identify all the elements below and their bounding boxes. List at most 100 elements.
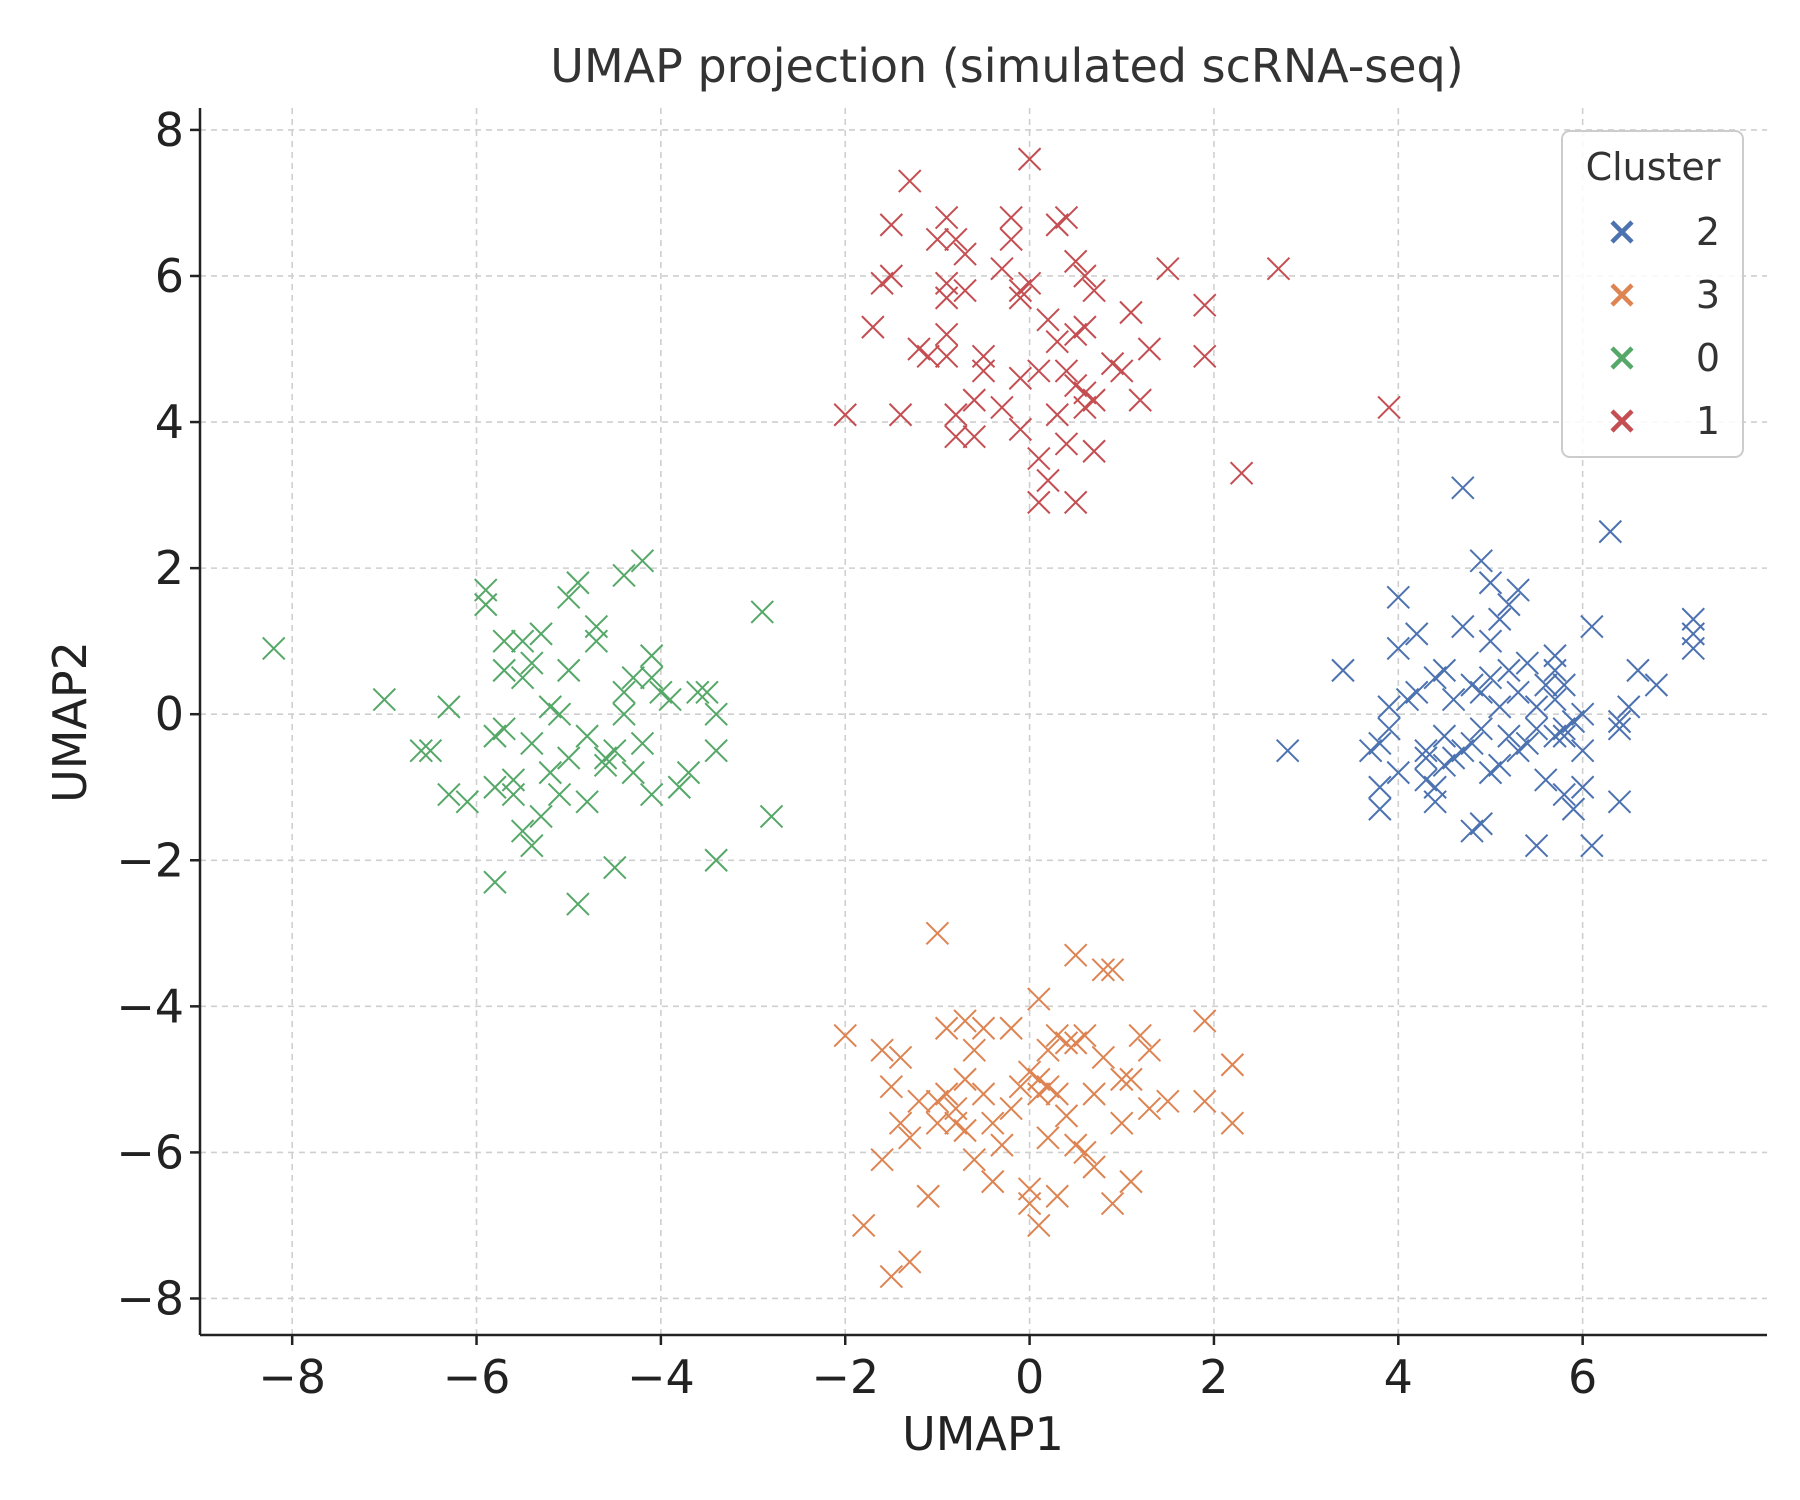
data-point	[1405, 680, 1429, 704]
data-point	[1110, 1067, 1134, 1092]
data-point	[418, 739, 443, 763]
data-point	[888, 403, 913, 427]
data-point	[1063, 1031, 1088, 1055]
data-point	[1008, 417, 1033, 442]
data-point	[1377, 695, 1401, 719]
data-point	[1423, 790, 1447, 814]
data-point	[520, 731, 544, 756]
x-tick-label: 0	[1015, 1350, 1044, 1404]
y-tick-label: 0	[155, 687, 184, 741]
data-point	[1460, 819, 1484, 843]
data-point	[981, 1169, 1005, 1194]
data-point	[1515, 651, 1540, 675]
data-point	[667, 775, 692, 799]
data-point	[1386, 760, 1410, 785]
data-point	[1156, 256, 1180, 281]
x-tick-label: 2	[1199, 1350, 1228, 1404]
data-point	[1119, 1067, 1143, 1092]
data-point	[1570, 775, 1595, 799]
data-point	[879, 264, 904, 288]
data-point	[1607, 790, 1632, 814]
data-point	[1073, 315, 1097, 339]
data-point	[1570, 739, 1595, 763]
data-point	[1607, 709, 1632, 734]
data-point	[1054, 359, 1079, 383]
data-point	[584, 614, 609, 639]
data-point	[695, 680, 719, 704]
data-point	[925, 1089, 950, 1113]
data-point	[1644, 673, 1669, 697]
data-point	[1082, 439, 1106, 463]
data-point	[612, 680, 636, 704]
data-point	[944, 1111, 968, 1135]
series-cluster-0	[262, 549, 784, 916]
legend-title: Cluster	[1586, 145, 1721, 189]
data-point	[944, 403, 968, 427]
data-point	[1469, 717, 1493, 741]
data-point	[1036, 308, 1060, 332]
data-point	[529, 622, 553, 646]
data-point	[1063, 1133, 1088, 1157]
data-point	[1534, 768, 1558, 792]
data-point	[483, 870, 507, 894]
data-point	[962, 1148, 986, 1172]
data-point	[1027, 359, 1051, 383]
data-point	[1607, 717, 1632, 741]
data-point	[1441, 746, 1466, 770]
x-tick-label: 4	[1384, 1350, 1413, 1404]
data-point	[898, 1250, 922, 1274]
data-point	[1331, 658, 1355, 683]
data-point	[1017, 1191, 1042, 1216]
x-tick-label: −6	[443, 1350, 511, 1404]
y-axis-title: UMAP2	[43, 641, 97, 803]
data-point	[1027, 446, 1051, 471]
data-point	[575, 724, 599, 748]
data-point	[510, 819, 535, 843]
data-point	[409, 739, 433, 763]
data-point	[1469, 812, 1493, 836]
data-point	[1073, 395, 1097, 420]
legend-marker-2	[1610, 220, 1634, 244]
data-point	[750, 600, 774, 624]
data-point	[934, 322, 959, 347]
data-point	[1617, 695, 1641, 719]
data-point	[1275, 739, 1300, 763]
data-point	[501, 768, 526, 792]
data-point	[1193, 344, 1217, 369]
data-point	[639, 665, 664, 690]
x-axis-title: UMAP1	[902, 1407, 1064, 1461]
data-point	[1478, 665, 1503, 690]
data-point	[879, 1074, 904, 1099]
data-point	[1027, 1213, 1051, 1238]
data-point	[630, 731, 655, 756]
data-point	[953, 278, 977, 303]
data-point	[547, 702, 572, 726]
data-point	[621, 665, 645, 690]
y-tick-label: −2	[116, 833, 184, 887]
data-point	[1681, 636, 1705, 661]
data-point	[1017, 271, 1042, 295]
data-point	[1552, 673, 1576, 697]
data-point	[1386, 585, 1410, 610]
data-point	[1414, 768, 1438, 792]
data-point	[566, 571, 590, 595]
data-point	[999, 1016, 1023, 1040]
data-point	[879, 213, 904, 237]
data-point	[612, 702, 636, 726]
data-point	[1626, 658, 1650, 683]
data-point	[1441, 687, 1466, 712]
data-point	[1395, 687, 1420, 712]
data-point	[1100, 1191, 1125, 1216]
data-point	[704, 848, 728, 872]
grid-lines	[200, 108, 1767, 1335]
data-point	[1119, 300, 1143, 325]
data-point	[474, 592, 498, 617]
data-point	[529, 804, 553, 829]
data-point	[1358, 739, 1383, 763]
data-point	[1137, 337, 1162, 361]
y-tick-label: −4	[116, 979, 184, 1033]
data-point	[953, 242, 977, 266]
data-point	[639, 644, 664, 668]
data-point	[1073, 1023, 1097, 1048]
